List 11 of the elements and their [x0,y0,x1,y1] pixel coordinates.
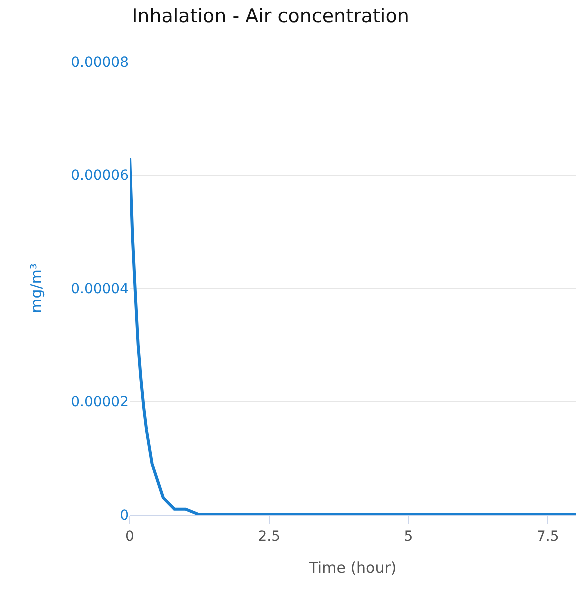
x-tick-label: 2.5 [258,528,281,545]
x-tick-label: 7.5 [536,528,560,545]
y-tick-label: 0.00002 [71,394,129,411]
x-tick-label: 5 [404,528,414,545]
y-tick-label: 0.00006 [71,168,130,184]
y-tick-label: 0.00008 [71,54,129,71]
x-axis-title: Time (hour) [308,558,397,577]
y-axis-title: mg/m³ [27,264,46,314]
y-tick-label: 0.00004 [71,281,130,298]
chart-title: Inhalation - Air concentration [132,5,410,28]
y-tick-label: 0 [120,508,129,524]
